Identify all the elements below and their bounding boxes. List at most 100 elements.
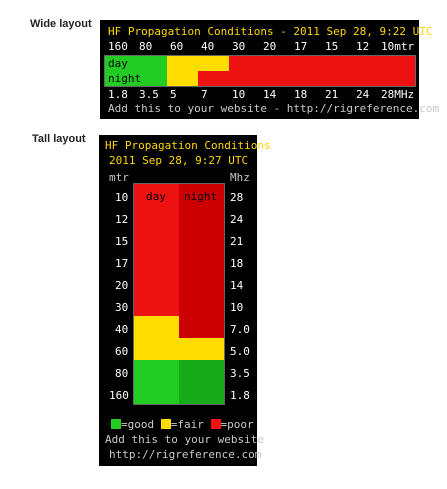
tall-mhz-label: 21 [230, 235, 244, 248]
wide-day-cell [167, 56, 198, 71]
tall-day-cell [134, 206, 179, 228]
tall-day-cell [134, 338, 179, 360]
tall-day-cell [134, 294, 179, 316]
tall-night-cell [179, 382, 224, 404]
wide-night-cell [260, 71, 291, 86]
legend-poor-label: =poor [220, 418, 254, 431]
tall-meter-label: 17 [115, 257, 129, 270]
wide-mhz-label: 10 [232, 88, 246, 101]
wide-night-row [105, 71, 415, 86]
wide-meter-label: 40 [201, 40, 215, 53]
tall-mhz-label: 24 [230, 213, 244, 226]
wide-night-label: night [108, 72, 142, 85]
tall-footer-line1: Add this to your website [105, 433, 264, 446]
wide-day-row [105, 56, 415, 71]
tall-layout-label: Tall layout [32, 133, 86, 145]
tall-mhz-header: Mhz [230, 171, 250, 184]
wide-night-cell [229, 71, 260, 86]
tall-widget: HF Propagation Conditions 2011 Sep 28, 9… [99, 135, 271, 466]
wide-meter-label: 60 [170, 40, 184, 53]
tall-day-cell [134, 272, 179, 294]
tall-day-cell [134, 360, 179, 382]
wide-meter-label: 17 [294, 40, 308, 53]
legend-fair-swatch [160, 419, 171, 429]
tall-night-cell [179, 228, 224, 250]
wide-night-cell [198, 71, 229, 86]
tall-night-cell [179, 250, 224, 272]
tall-mhz-label: 3.5 [230, 367, 250, 380]
wide-night-cell [291, 71, 322, 86]
tall-night-cell [179, 294, 224, 316]
legend-fair-label: =fair [170, 418, 204, 431]
wide-meter-label: 20 [263, 40, 277, 53]
tall-meter-label: 10 [115, 191, 129, 204]
tall-day-column [134, 184, 179, 404]
wide-mhz-label: 28MHz [381, 88, 415, 101]
tall-mhz-label: 28 [230, 191, 244, 204]
wide-night-cell [384, 71, 415, 86]
tall-night-cell [179, 316, 224, 338]
wide-night-cell [322, 71, 353, 86]
tall-day-cell [134, 250, 179, 272]
tall-meter-label: 12 [115, 213, 129, 226]
tall-meter-label: 80 [115, 367, 129, 380]
wide-day-cell [384, 56, 415, 71]
wide-mhz-label: 21 [325, 88, 339, 101]
wide-mhz-label: 3.5 [139, 88, 159, 101]
tall-meter-label: 30 [115, 301, 129, 314]
tall-mhz-label: 1.8 [230, 389, 250, 402]
tall-day-cell [134, 382, 179, 404]
wide-day-cell [260, 56, 291, 71]
tall-day-cell [134, 316, 179, 338]
wide-mhz-label: 7 [201, 88, 208, 101]
tall-night-cell [179, 360, 224, 382]
legend-good-label: =good [121, 418, 155, 431]
tall-night-cell [179, 206, 224, 228]
tall-footer-line2: http://rigreference.com [109, 448, 262, 461]
wide-day-cell [353, 56, 384, 71]
wide-night-cell [167, 71, 198, 86]
wide-night-cell [105, 71, 136, 86]
tall-mhz-label: 18 [230, 257, 244, 270]
tall-meter-label: 15 [115, 235, 129, 248]
tall-condition-grid: day night [133, 183, 225, 405]
wide-day-label: day [108, 57, 128, 70]
wide-mhz-label: 24 [356, 88, 370, 101]
wide-mhz-label: 5 [170, 88, 177, 101]
wide-day-cell [105, 56, 136, 71]
legend-good-swatch [111, 419, 121, 429]
tall-mhz-label: 7.0 [230, 323, 250, 336]
wide-night-cell [353, 71, 384, 86]
tall-title-line1: HF Propagation Conditions [105, 139, 271, 152]
wide-condition-bar: day night [104, 55, 416, 87]
tall-day-cell [134, 228, 179, 250]
tall-mhz-label: 14 [230, 279, 244, 292]
wide-meter-label: 30 [232, 40, 246, 53]
tall-meter-label: 60 [115, 345, 129, 358]
tall-night-cell [179, 272, 224, 294]
wide-day-cell [198, 56, 229, 71]
tall-day-cell [134, 184, 179, 206]
tall-night-column [179, 184, 224, 404]
tall-night-cell [179, 184, 224, 206]
wide-mhz-label: 18 [294, 88, 308, 101]
tall-day-label: day [146, 190, 166, 203]
tall-night-cell [179, 338, 224, 360]
tall-mtr-header: mtr [109, 171, 129, 184]
tall-meter-label: 40 [115, 323, 129, 336]
wide-widget: HF Propagation Conditions - 2011 Sep 28,… [100, 20, 439, 119]
wide-day-cell [291, 56, 322, 71]
wide-day-cell [322, 56, 353, 71]
tall-mhz-label: 5.0 [230, 345, 250, 358]
wide-meter-label: 15 [325, 40, 339, 53]
tall-meter-label: 160 [109, 389, 129, 402]
wide-day-cell [136, 56, 167, 71]
wide-layout-label: Wide layout [30, 18, 92, 30]
legend-poor-swatch [210, 419, 221, 429]
tall-mhz-label: 10 [230, 301, 244, 314]
wide-meter-label: 12 [356, 40, 370, 53]
tall-legend: =good =fair =poor [111, 418, 254, 431]
tall-meter-label: 20 [115, 279, 129, 292]
wide-night-cell [136, 71, 167, 86]
tall-night-label: night [184, 190, 218, 203]
